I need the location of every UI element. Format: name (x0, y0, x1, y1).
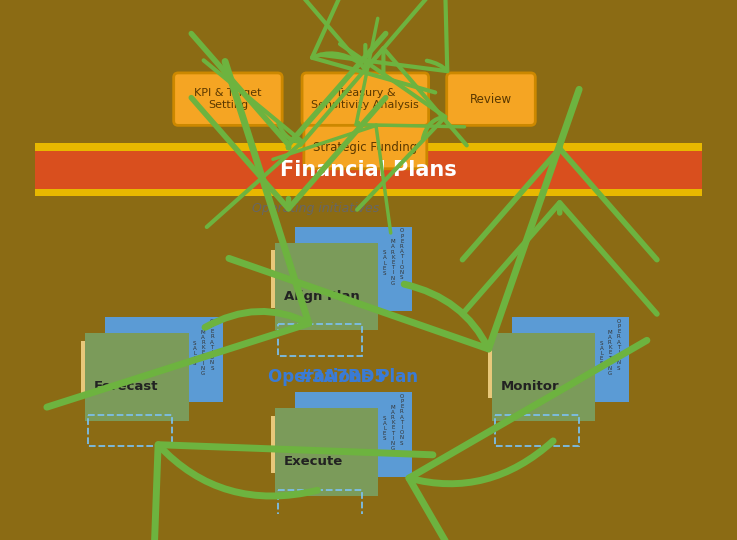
Text: S
A
L
E
S: S A L E S (383, 250, 387, 276)
Text: M
A
R
K
E
T
I
N
G: M A R K E T I N G (391, 239, 395, 286)
Bar (271, 416, 287, 473)
Bar (82, 341, 98, 398)
Bar (35, 151, 702, 188)
Text: Operations Plan: Operations Plan (268, 368, 418, 386)
Bar (35, 188, 702, 196)
Text: KPI & Target
Setting: KPI & Target Setting (194, 88, 262, 110)
Text: S
A
L
E
S: S A L E S (600, 341, 604, 366)
FancyBboxPatch shape (302, 73, 429, 125)
Text: O
P
E
R
A
T
I
O
N
S: O P E R A T I O N S (617, 319, 621, 370)
Text: Operating initiatives: Operating initiatives (252, 202, 380, 215)
Bar (271, 250, 287, 308)
Bar (85, 333, 189, 421)
Text: O
P
E
R
A
T
I
O
N
S: O P E R A T I O N S (399, 394, 404, 445)
Bar (495, 415, 579, 447)
Bar (275, 243, 378, 330)
Bar (295, 392, 412, 477)
Text: Treasury &
Sensitivity Analysis: Treasury & Sensitivity Analysis (312, 88, 419, 110)
Bar (35, 144, 702, 151)
Bar (492, 333, 595, 421)
Text: Forecast: Forecast (94, 380, 158, 393)
Bar (88, 415, 172, 447)
Text: M
A
R
K
E
T
I
N
G: M A R K E T I N G (607, 329, 612, 376)
FancyBboxPatch shape (174, 73, 282, 125)
Text: Financial Plans: Financial Plans (280, 160, 457, 180)
Text: S
A
L
E
S: S A L E S (383, 416, 387, 441)
Bar (511, 317, 629, 402)
Text: Execute: Execute (284, 455, 343, 468)
Text: O
P
E
R
A
T
I
O
N
S: O P E R A T I O N S (210, 319, 214, 370)
Text: Strategic Funding: Strategic Funding (313, 140, 417, 153)
Text: O
P
E
R
A
T
I
O
N
S: O P E R A T I O N S (399, 228, 404, 280)
Bar (278, 324, 363, 356)
Text: Monitor: Monitor (501, 380, 559, 393)
Bar (278, 490, 363, 522)
Bar (489, 341, 505, 398)
Bar (275, 408, 378, 496)
Bar (295, 227, 412, 311)
Text: M
A
R
K
E
T
I
N
G: M A R K E T I N G (200, 329, 206, 376)
Bar (105, 317, 223, 402)
Text: Align Plan: Align Plan (284, 290, 360, 303)
Text: #3A7BD5: #3A7BD5 (298, 368, 387, 386)
FancyBboxPatch shape (447, 73, 535, 125)
Text: Review: Review (470, 93, 512, 106)
FancyBboxPatch shape (304, 125, 427, 169)
Text: S
A
L
E
S: S A L E S (193, 341, 197, 366)
Text: M
A
R
K
E
T
I
N
G: M A R K E T I N G (391, 404, 395, 451)
